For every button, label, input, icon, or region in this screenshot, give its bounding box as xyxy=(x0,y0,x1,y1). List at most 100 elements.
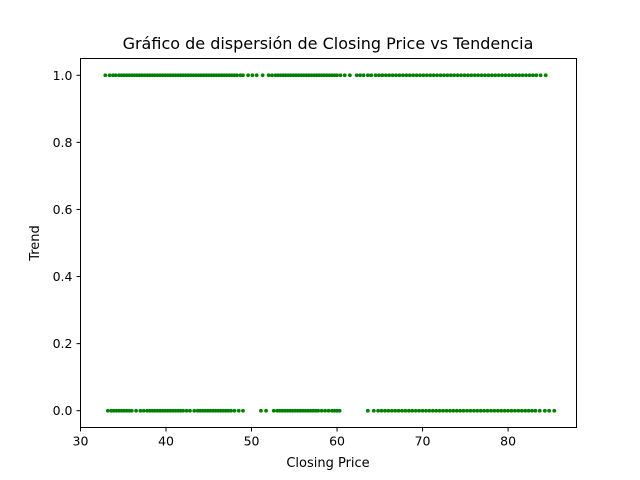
data-point-trend-1-92 xyxy=(373,73,378,78)
data-point-trend-1-54 xyxy=(250,73,255,78)
data-point-trend-0-67 xyxy=(316,408,321,413)
data-point-trend-0-118 xyxy=(516,408,521,413)
data-point-trend-0-28 xyxy=(184,408,189,413)
y-tick-label: 0.6 xyxy=(53,202,73,217)
data-point-trend-0-97 xyxy=(444,408,449,413)
data-point-trend-0-76 xyxy=(371,408,376,413)
data-point-trend-1-105 xyxy=(418,73,422,78)
data-point-trend-1-97 xyxy=(390,73,395,78)
data-point-trend-0-117 xyxy=(513,408,517,413)
x-tick-label: 70 xyxy=(415,434,431,449)
data-point-trend-1-0 xyxy=(103,73,108,78)
data-point-trend-0-90 xyxy=(420,408,425,413)
data-point-trend-0-86 xyxy=(406,408,411,413)
data-point-trend-1-104 xyxy=(414,73,419,78)
data-point-trend-0-47 xyxy=(241,408,245,413)
data-point-trend-1-115 xyxy=(452,73,457,78)
data-point-trend-1-91 xyxy=(369,73,374,78)
data-point-trend-0-50 xyxy=(271,408,276,413)
data-point-trend-1-138 xyxy=(530,73,535,78)
data-point-trend-1-83 xyxy=(335,73,339,78)
data-point-trend-0-44 xyxy=(229,408,233,413)
data-point-trend-1-130 xyxy=(503,73,508,78)
data-point-trend-0-91 xyxy=(424,408,428,413)
data-point-trend-0-102 xyxy=(461,408,466,413)
data-point-trend-0-10 xyxy=(134,408,138,413)
data-point-trend-0-96 xyxy=(441,408,445,413)
data-point-trend-0-82 xyxy=(393,408,398,413)
data-point-trend-0-75 xyxy=(365,408,370,413)
data-point-trend-1-87 xyxy=(354,73,359,78)
data-point-trend-0-121 xyxy=(526,408,531,413)
data-point-trend-1-53 xyxy=(246,73,251,78)
data-point-trend-1-103 xyxy=(411,73,416,78)
data-points xyxy=(103,73,557,413)
data-point-trend-0-77 xyxy=(376,408,380,413)
data-point-trend-1-85 xyxy=(342,73,347,78)
data-point-trend-1-93 xyxy=(377,73,381,78)
data-point-trend-0-87 xyxy=(410,408,415,413)
data-point-trend-1-125 xyxy=(486,73,491,78)
data-point-trend-1-136 xyxy=(524,73,528,78)
data-point-trend-1-1 xyxy=(107,73,112,78)
data-point-trend-0-120 xyxy=(523,408,528,413)
data-point-trend-1-102 xyxy=(407,73,412,78)
data-point-trend-0-93 xyxy=(430,408,435,413)
data-point-trend-0-45 xyxy=(232,408,237,413)
data-point-trend-1-89 xyxy=(361,73,366,78)
data-point-trend-1-129 xyxy=(500,73,504,78)
data-point-trend-1-120 xyxy=(469,73,474,78)
data-point-trend-0-83 xyxy=(396,408,401,413)
data-point-trend-0-100 xyxy=(454,408,459,413)
data-point-trend-1-98 xyxy=(394,73,398,78)
data-point-trend-1-126 xyxy=(489,73,494,78)
chart-title: Gráfico de dispersión de Closing Price v… xyxy=(123,34,534,53)
data-point-trend-1-90 xyxy=(365,73,370,78)
data-point-trend-0-99 xyxy=(451,408,456,413)
data-point-trend-1-56 xyxy=(260,73,265,78)
x-tick-label: 80 xyxy=(500,434,516,449)
data-point-trend-0-112 xyxy=(495,408,500,413)
data-point-trend-1-123 xyxy=(479,73,484,78)
data-point-trend-1-95 xyxy=(383,73,388,78)
data-point-trend-1-134 xyxy=(517,73,522,78)
data-point-trend-0-46 xyxy=(236,408,241,413)
data-point-trend-0-106 xyxy=(475,408,480,413)
data-point-trend-1-100 xyxy=(401,73,405,78)
data-point-trend-1-117 xyxy=(459,73,463,78)
x-tick-label: 30 xyxy=(73,434,89,449)
data-point-trend-0-105 xyxy=(471,408,476,413)
y-tick-label: 0.4 xyxy=(53,269,73,284)
data-point-trend-0-85 xyxy=(403,408,408,413)
data-point-trend-0-122 xyxy=(530,408,534,413)
data-point-trend-0-111 xyxy=(492,408,497,413)
data-point-trend-1-106 xyxy=(421,73,426,78)
data-point-trend-0-127 xyxy=(552,408,557,413)
data-point-trend-0-110 xyxy=(489,408,493,413)
x-axis-label: Closing Price xyxy=(286,456,369,471)
data-point-trend-0-101 xyxy=(458,408,463,413)
data-point-trend-1-99 xyxy=(397,73,402,78)
data-point-trend-0-9 xyxy=(129,408,134,413)
data-point-trend-1-124 xyxy=(483,73,487,78)
data-point-trend-0-114 xyxy=(502,408,507,413)
data-point-trend-0-81 xyxy=(389,408,394,413)
data-point-trend-0-92 xyxy=(427,408,432,413)
data-point-trend-1-112 xyxy=(442,73,446,78)
data-point-trend-1-84 xyxy=(338,73,343,78)
data-point-trend-1-119 xyxy=(465,73,470,78)
data-point-trend-1-55 xyxy=(254,73,259,78)
data-point-trend-0-30 xyxy=(192,408,197,413)
x-axis: 30 40 50 60 70 80 xyxy=(73,427,516,449)
data-point-trend-0-125 xyxy=(542,408,547,413)
data-point-trend-0-126 xyxy=(547,408,552,413)
data-point-trend-1-132 xyxy=(510,73,515,78)
data-point-trend-0-94 xyxy=(434,408,439,413)
data-point-trend-0-49 xyxy=(264,408,268,413)
data-point-trend-1-141 xyxy=(543,73,548,78)
data-point-trend-0-108 xyxy=(482,408,487,413)
y-axis-label: Trend xyxy=(28,225,43,262)
data-point-trend-1-58 xyxy=(270,73,274,78)
data-point-trend-0-78 xyxy=(379,408,384,413)
